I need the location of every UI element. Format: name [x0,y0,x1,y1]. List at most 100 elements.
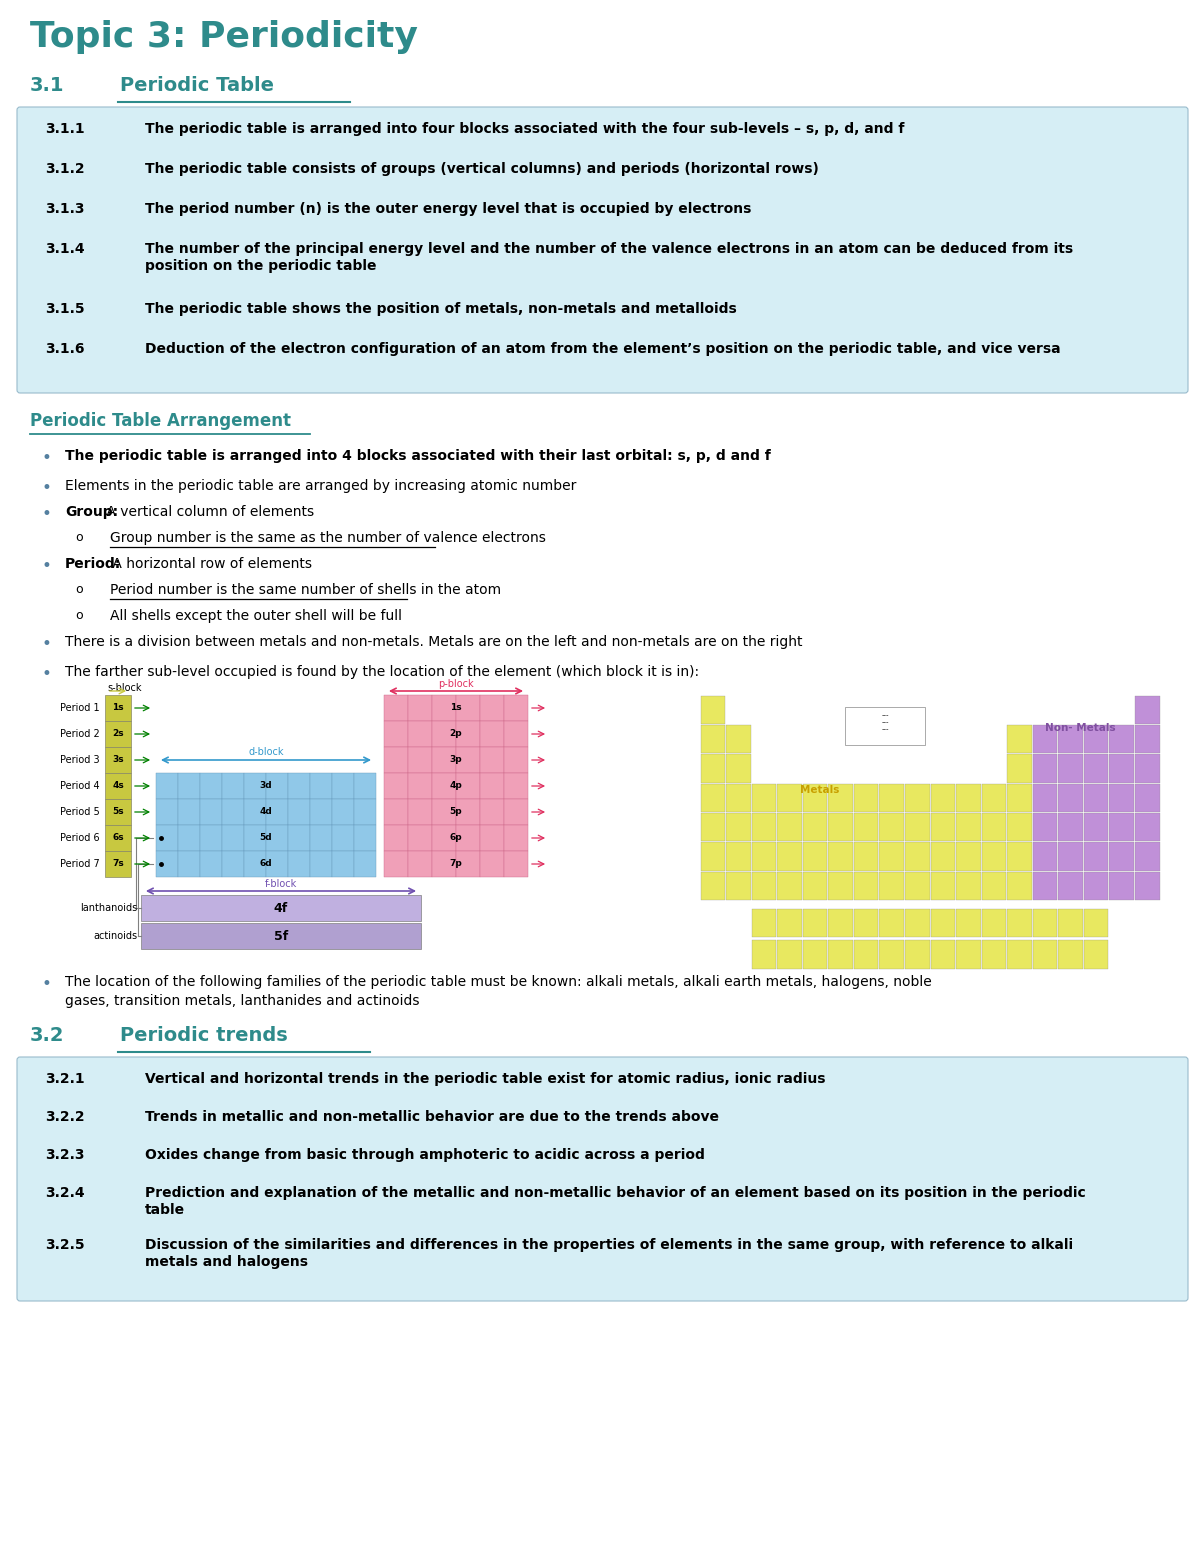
Bar [1084,784,1109,812]
Text: 4d: 4d [259,808,272,817]
Bar [408,798,432,825]
Bar [266,773,288,798]
Bar [880,940,904,969]
Bar [905,871,930,899]
Bar [142,895,421,921]
Text: actinoids: actinoids [92,930,137,941]
Bar [384,721,408,747]
Bar [1084,755,1109,783]
Bar [828,784,853,812]
Text: •: • [42,505,52,523]
Bar [384,696,408,721]
Text: The number of the principal energy level and the number of the valence electrons: The number of the principal energy level… [145,242,1073,273]
Bar [845,707,925,745]
Text: Non- Metals: Non- Metals [1045,724,1115,733]
Bar [288,773,310,798]
Text: Oxides change from basic through amphoteric to acidic across a period: Oxides change from basic through amphote… [145,1148,704,1162]
Bar [726,725,751,753]
Bar [266,851,288,877]
Text: 3d: 3d [259,781,272,790]
Bar [803,940,827,969]
Text: Period 4: Period 4 [60,781,100,790]
Bar [701,725,725,753]
Bar [854,842,878,871]
Bar [288,798,310,825]
Text: Period 6: Period 6 [60,832,100,843]
Bar [1058,909,1082,936]
Bar [880,784,904,812]
Bar [726,755,751,783]
Bar [456,773,480,798]
Bar [930,842,955,871]
Bar [982,940,1006,969]
Bar [726,812,751,842]
Text: The farther sub-level occupied is found by the location of the element (which bl: The farther sub-level occupied is found … [65,665,700,679]
Bar [1058,871,1082,899]
Bar [504,851,528,877]
Bar [106,721,131,747]
Bar [1084,725,1109,753]
Bar [930,940,955,969]
Text: Group number is the same as the number of valence electrons: Group number is the same as the number o… [110,531,546,545]
Bar [480,773,504,798]
Bar [828,909,853,936]
Text: Period 5: Period 5 [60,808,100,817]
Bar [956,842,980,871]
Bar [1084,812,1109,842]
Bar [1007,842,1032,871]
Bar [701,696,725,724]
Bar [1033,755,1057,783]
Text: p-block: p-block [438,679,474,690]
Bar [1033,909,1057,936]
Bar [1007,871,1032,899]
Bar [384,747,408,773]
Bar [1109,871,1134,899]
Bar [854,812,878,842]
Bar [982,812,1006,842]
Text: 3.2.4: 3.2.4 [46,1186,85,1200]
Text: 3s: 3s [112,755,124,764]
Bar [354,773,376,798]
Bar [803,871,827,899]
Bar [803,842,827,871]
Text: f-block: f-block [265,879,298,888]
Bar [1058,725,1082,753]
Text: Vertical and horizontal trends in the periodic table exist for atomic radius, io: Vertical and horizontal trends in the pe… [145,1072,826,1086]
Bar [480,747,504,773]
Bar [930,871,955,899]
Text: 3.2.2: 3.2.2 [46,1110,85,1124]
Bar [200,825,222,851]
Bar [1109,812,1134,842]
Text: o: o [74,582,83,596]
Text: 3.2.1: 3.2.1 [46,1072,85,1086]
Text: 1s: 1s [450,704,462,713]
Bar [1135,871,1159,899]
Text: The periodic table shows the position of metals, non-metals and metalloids: The periodic table shows the position of… [145,301,737,315]
Bar [456,721,480,747]
Bar [854,909,878,936]
Bar [504,773,528,798]
Bar [778,871,802,899]
Text: 3.1.4: 3.1.4 [46,242,85,256]
Text: Period 7: Period 7 [60,859,100,870]
Text: 5d: 5d [259,834,272,842]
Bar [332,773,354,798]
Text: 5s: 5s [112,808,124,817]
Bar [178,798,200,825]
Bar [106,825,131,851]
Bar [751,909,776,936]
Text: The periodic table is arranged into 4 blocks associated with their last orbital:: The periodic table is arranged into 4 bl… [65,449,770,463]
Bar [200,773,222,798]
Bar [384,851,408,877]
Bar [701,842,725,871]
Bar [266,798,288,825]
Bar [222,825,244,851]
Bar [504,825,528,851]
Bar [332,798,354,825]
Bar [432,825,456,851]
Bar [751,842,776,871]
Text: Prediction and explanation of the metallic and non-metallic behavior of an eleme: Prediction and explanation of the metall… [145,1186,1086,1218]
Bar [1033,871,1057,899]
Bar [751,784,776,812]
Bar [778,784,802,812]
